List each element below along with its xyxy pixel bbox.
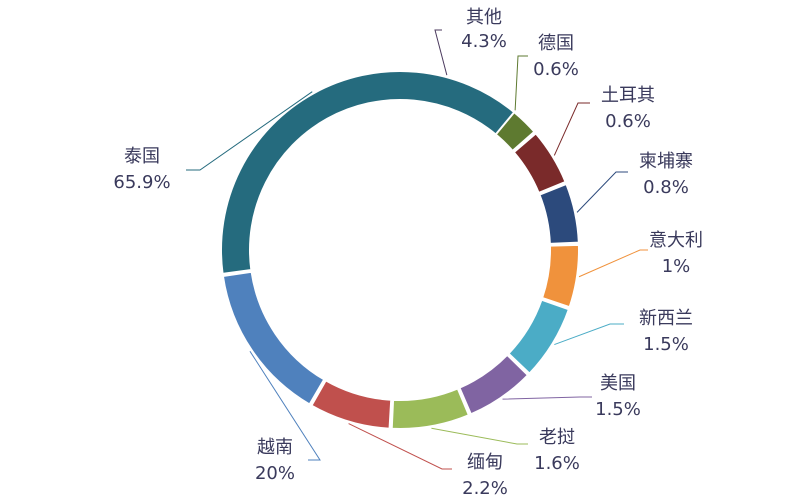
leader-line-9 bbox=[249, 350, 321, 461]
slice-label-10: 泰国 bbox=[124, 146, 160, 167]
leader-line-3 bbox=[576, 171, 628, 213]
slice-label-9: 越南 bbox=[257, 437, 293, 458]
donut-slice-10 bbox=[220, 70, 516, 275]
slice-label-1: 德国 bbox=[538, 33, 574, 54]
slice-value-8: 2.2% bbox=[462, 478, 508, 499]
leader-line-2 bbox=[553, 102, 590, 156]
donut-slice-2 bbox=[512, 131, 567, 195]
slice-label-7: 老挝 bbox=[539, 427, 575, 448]
leader-line-10 bbox=[186, 91, 313, 171]
donut-slice-9 bbox=[221, 270, 326, 406]
leader-line-5 bbox=[554, 323, 624, 346]
slice-value-4: 1% bbox=[662, 256, 691, 277]
leader-line-7 bbox=[431, 427, 528, 445]
donut-slice-7 bbox=[390, 387, 471, 430]
slice-value-0: 4.3% bbox=[461, 31, 507, 52]
slice-value-1: 0.6% bbox=[533, 59, 579, 80]
slice-value-7: 1.6% bbox=[534, 453, 580, 474]
slice-value-5: 1.5% bbox=[643, 334, 689, 355]
donut-slice-8 bbox=[310, 378, 393, 430]
donut-slice-3 bbox=[538, 182, 580, 245]
slice-value-9: 20% bbox=[255, 463, 295, 484]
donut-slice-4 bbox=[540, 243, 580, 309]
slice-label-5: 新西兰 bbox=[639, 308, 693, 329]
slice-value-6: 1.5% bbox=[595, 399, 641, 420]
slice-label-4: 意大利 bbox=[649, 230, 703, 251]
leader-line-6 bbox=[502, 396, 592, 400]
donut-slice-6 bbox=[458, 353, 530, 416]
leader-line-1 bbox=[514, 55, 528, 111]
slice-label-0: 其他 bbox=[466, 7, 502, 28]
slice-label-2: 土耳其 bbox=[601, 85, 655, 106]
leader-line-4 bbox=[578, 249, 648, 278]
slice-value-3: 0.8% bbox=[643, 177, 689, 198]
slice-value-10: 65.9% bbox=[113, 172, 170, 193]
slice-label-6: 美国 bbox=[600, 373, 636, 394]
slice-label-3: 柬埔寨 bbox=[639, 151, 693, 172]
leader-line-8 bbox=[348, 423, 452, 470]
slice-label-8: 缅甸 bbox=[467, 452, 503, 473]
donut-slice-5 bbox=[507, 298, 571, 375]
leader-line-0 bbox=[434, 29, 448, 76]
slice-value-2: 0.6% bbox=[605, 111, 651, 132]
